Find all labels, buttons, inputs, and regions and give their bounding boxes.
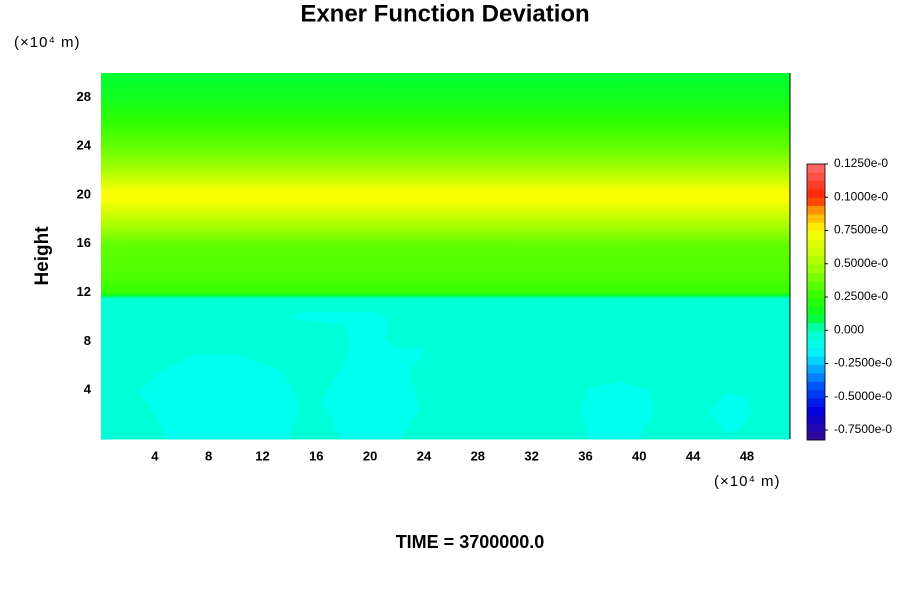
- time-label: TIME = 3700000.0: [396, 532, 545, 552]
- x-tick-label: 48: [740, 448, 754, 463]
- colorbar-band: [807, 256, 825, 265]
- x-tick-label: 24: [417, 448, 432, 463]
- colorbar-label: 0.2500e-0: [834, 289, 888, 303]
- colorbar-band: [807, 364, 825, 374]
- colorbar-label: 0.5000e-0: [834, 256, 888, 270]
- field-band: [101, 292, 790, 300]
- colorbar-band: [807, 222, 825, 232]
- field-band: [101, 97, 790, 123]
- colorbar-band: [807, 322, 825, 332]
- y-tick-label: 12: [77, 284, 91, 299]
- x-tick-label: 28: [471, 448, 485, 463]
- field-band: [101, 243, 790, 269]
- field-band: [101, 121, 790, 147]
- colorbar-band: [807, 414, 825, 424]
- x-tick-label: 12: [255, 448, 269, 463]
- colorbar-band: [807, 189, 825, 198]
- contour-region: [138, 353, 301, 439]
- y-tick-label: 24: [77, 138, 92, 153]
- colorbar-band: [807, 180, 825, 190]
- colorbar-band: [807, 389, 825, 399]
- colorbar-band: [807, 423, 825, 432]
- field-band: [101, 73, 790, 98]
- colorbar-frame: [806, 163, 826, 441]
- x-tick-label: 4: [151, 448, 159, 463]
- x-tick-label: 8: [205, 448, 212, 463]
- y-tick-label: 20: [77, 186, 91, 201]
- y-tick-label: 4: [84, 382, 92, 397]
- colorbar-band: [807, 289, 825, 299]
- field-band: [101, 170, 790, 184]
- field-band: [101, 195, 790, 202]
- colorbar-band: [807, 339, 825, 349]
- x-tick-label: 32: [524, 448, 538, 463]
- colorbar-band: [807, 373, 825, 382]
- colorbar-band: [807, 272, 825, 282]
- y-tick-label: 28: [77, 89, 91, 104]
- chart-title: Exner Function Deviation: [300, 0, 589, 27]
- colorbar-band: [807, 297, 825, 307]
- colorbar-band: [807, 398, 825, 407]
- field-band: [101, 268, 790, 281]
- field-band: [101, 146, 790, 172]
- y-tick-label: 8: [84, 333, 91, 348]
- colorbar-band: [807, 164, 825, 173]
- colorbar-label: 0.7500e-0: [834, 223, 888, 237]
- colorbar-band: [807, 205, 825, 215]
- colorbar-band: [807, 281, 825, 290]
- x-unit: (×10⁴ m): [714, 473, 781, 490]
- x-tick-label: 44: [686, 448, 701, 463]
- x-tick-label: 16: [309, 448, 323, 463]
- colorbar-label: 0.1250e-0: [834, 156, 888, 170]
- colorbar-band: [807, 381, 825, 391]
- colorbar-band: [807, 172, 825, 182]
- colorbar-band: [807, 314, 825, 324]
- x-tick-label: 40: [632, 448, 646, 463]
- colorbar-band: [807, 197, 825, 207]
- field-band: [101, 219, 790, 245]
- colorbar-band: [807, 431, 825, 441]
- colorbar-label: -0.7500e-0: [834, 422, 892, 436]
- field-band: [101, 182, 790, 196]
- colorbar-band: [807, 356, 825, 366]
- colorbar-band: [807, 406, 825, 416]
- colorbar-band: [807, 230, 825, 240]
- colorbar-label: 0.1000e-0: [834, 189, 888, 203]
- contour-region: [709, 392, 753, 433]
- colorbar-band: [807, 247, 825, 257]
- x-tick-label: 20: [363, 448, 377, 463]
- contour-region: [580, 381, 656, 439]
- contour-region: [285, 312, 426, 439]
- colorbar-band: [807, 264, 825, 274]
- colorbar-band: [807, 306, 825, 315]
- colorbar-band: [807, 348, 825, 357]
- colorbar-label: -0.5000e-0: [834, 389, 892, 403]
- colorbar-band: [807, 239, 825, 248]
- colorbar-label: 0.000: [834, 322, 864, 336]
- y-unit: (×10⁴ m): [14, 34, 81, 51]
- y-tick-label: 16: [77, 235, 91, 250]
- colorbar-label: -0.2500e-0: [834, 356, 892, 370]
- y-axis-label: Height: [32, 226, 53, 286]
- x-tick-label: 36: [578, 448, 592, 463]
- colorbar-band: [807, 214, 825, 223]
- colorbar-band: [807, 331, 825, 340]
- field-band: [101, 280, 790, 294]
- field-band: [101, 201, 790, 220]
